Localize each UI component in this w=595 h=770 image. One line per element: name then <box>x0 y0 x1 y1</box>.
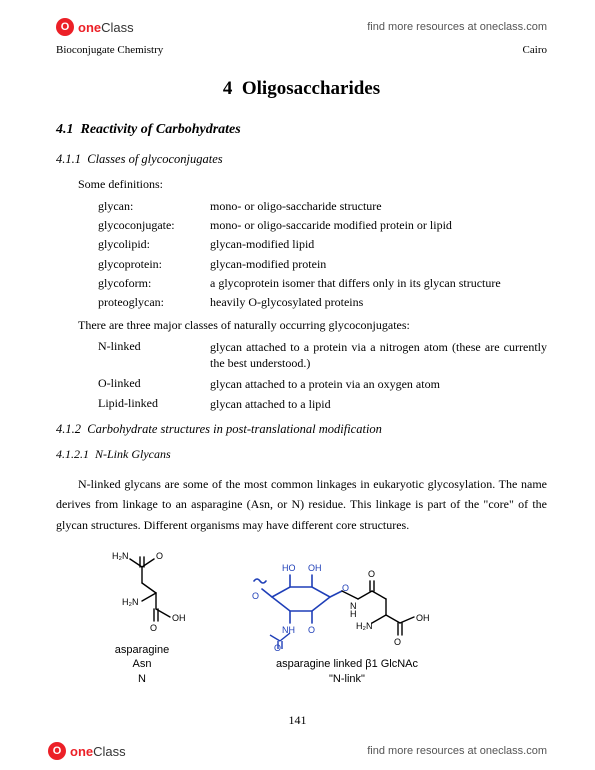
definition-value: mono- or oligo-saccharide structure <box>210 198 547 214</box>
brand: O oneClass <box>56 18 134 36</box>
class-term: Lipid-linked <box>98 396 210 411</box>
svg-text:OH: OH <box>416 613 430 623</box>
body-paragraph: N-linked glycans are some of the most co… <box>56 474 547 535</box>
top-resources-link[interactable]: find more resources at oneclass.com <box>367 21 547 33</box>
brand-name: oneClass <box>78 20 134 35</box>
definition-value: a glycoprotein isomer that differs only … <box>210 275 547 291</box>
subsection-2-heading: 4.1.2 Carbohydrate structures in post-tr… <box>56 422 547 437</box>
chapter-number: 4 <box>223 78 233 99</box>
chapter-name: Oligosaccharides <box>242 78 380 99</box>
definitions-lead: Some definitions: <box>78 177 547 192</box>
definition-term: glycoconjugate: <box>98 217 210 233</box>
class-row: O-linkedglycan attached to a protein via… <box>98 376 547 392</box>
definition-row: glycoform:a glycoprotein isomer that dif… <box>98 275 547 291</box>
svg-text:O: O <box>394 637 401 647</box>
footer-brand-logo-icon: O <box>48 742 66 760</box>
class-value: glycan attached to a protein via an oxyg… <box>210 376 547 392</box>
svg-text:H₂N: H₂N <box>356 621 373 631</box>
class-row: Lipid-linkedglycan attached to a lipid <box>98 396 547 412</box>
subsection-1-heading: 4.1.1 Classes of glycoconjugates <box>56 152 547 167</box>
definition-row: glycolipid:glycan-modified lipid <box>98 236 547 252</box>
section-heading: 4.1 Reactivity of Carbohydrates <box>56 122 547 138</box>
running-head-left: Bioconjugate Chemistry <box>56 44 163 56</box>
fig-asn-line3: N <box>115 672 169 686</box>
footer-brand: O oneClass <box>48 742 126 760</box>
fig-asn-line1: asparagine <box>115 643 169 657</box>
subsubsection-title: N-Link Glycans <box>95 447 171 461</box>
definition-term: glycoform: <box>98 275 210 291</box>
top-bar: O oneClass find more resources at onecla… <box>56 18 547 36</box>
fig-nlink-line2: "N-link" <box>276 672 418 686</box>
svg-text:O: O <box>156 551 163 561</box>
figure-nlink-label: asparagine linked β1 GlcNAc "N-link" <box>276 657 418 686</box>
svg-text:O: O <box>274 643 281 651</box>
figure-asparagine-label: asparagine Asn N <box>115 643 169 686</box>
figure-asparagine: H₂N O H₂N O OH asparagine Asn N <box>82 547 202 686</box>
subsection-1-title: Classes of glycoconjugates <box>87 152 222 166</box>
definition-row: proteoglycan:heavily O-glycosylated prot… <box>98 294 547 310</box>
definition-row: glycoprotein:glycan-modified protein <box>98 256 547 272</box>
svg-text:H₂N: H₂N <box>122 597 139 607</box>
svg-text:H: H <box>350 609 357 619</box>
chapter-title: 4 Oligosaccharides <box>56 78 547 100</box>
definition-value: heavily O-glycosylated proteins <box>210 294 547 310</box>
class-value: glycan attached to a lipid <box>210 396 547 412</box>
figure-row: H₂N O H₂N O OH asparagine Asn N <box>82 547 547 686</box>
svg-text:OH: OH <box>172 613 186 623</box>
page-number: 141 <box>0 713 595 728</box>
running-head-right: Cairo <box>523 44 547 56</box>
svg-text:O: O <box>150 623 157 633</box>
svg-text:OH: OH <box>308 563 322 573</box>
definition-row: glycan:mono- or oligo-saccharide structu… <box>98 198 547 214</box>
subsection-1-number: 4.1.1 <box>56 152 81 166</box>
definition-term: glycolipid: <box>98 236 210 252</box>
class-row: N-linkedglycan attached to a protein via… <box>98 339 547 371</box>
class-value: glycan attached to a protein via a nitro… <box>210 339 547 371</box>
classes-table: N-linkedglycan attached to a protein via… <box>98 339 547 412</box>
svg-text:O: O <box>252 591 259 601</box>
brand-logo-icon: O <box>56 18 74 36</box>
definition-term: proteoglycan: <box>98 294 210 310</box>
classes-lead: There are three major classes of natural… <box>78 318 547 333</box>
class-term: N-linked <box>98 339 210 354</box>
subsubsection-heading: 4.1.2.1 N-Link Glycans <box>56 447 547 462</box>
subsubsection-number: 4.1.2.1 <box>56 447 89 461</box>
asparagine-structure-icon: H₂N O H₂N O OH <box>82 547 202 637</box>
fig-nlink-line1: asparagine linked β1 GlcNAc <box>276 657 418 671</box>
brand-one: one <box>78 20 101 35</box>
svg-text:HO: HO <box>282 563 296 573</box>
definition-value: glycan-modified lipid <box>210 236 547 252</box>
subsection-2-number: 4.1.2 <box>56 422 81 436</box>
footer-brand-one: one <box>70 744 93 759</box>
svg-text:O: O <box>368 569 375 579</box>
fig-asn-line2: Asn <box>115 657 169 671</box>
section-number: 4.1 <box>56 122 74 137</box>
subsection-2-title: Carbohydrate structures in post-translat… <box>87 422 382 436</box>
brand-class: Class <box>101 20 134 35</box>
running-head: Bioconjugate Chemistry Cairo <box>56 44 547 56</box>
definitions-table: glycan:mono- or oligo-saccharide structu… <box>98 198 547 310</box>
footer-resources-link[interactable]: find more resources at oneclass.com <box>367 745 547 757</box>
footer-brand-class: Class <box>93 744 126 759</box>
section-title: Reactivity of Carbohydrates <box>81 122 241 137</box>
nlink-structure-icon: HO OH O NH O O O <box>232 551 462 651</box>
definition-term: glycoprotein: <box>98 256 210 272</box>
definition-row: glycoconjugate:mono- or oligo-saccaride … <box>98 217 547 233</box>
svg-text:H₂N: H₂N <box>112 551 129 561</box>
class-term: O-linked <box>98 376 210 391</box>
footer-bar: O oneClass find more resources at onecla… <box>48 742 547 760</box>
definition-value: mono- or oligo-saccaride modified protei… <box>210 217 547 233</box>
svg-text:O: O <box>308 625 315 635</box>
footer-brand-name: oneClass <box>70 744 126 759</box>
definition-value: glycan-modified protein <box>210 256 547 272</box>
figure-nlink: HO OH O NH O O O <box>232 551 462 686</box>
definition-term: glycan: <box>98 198 210 214</box>
